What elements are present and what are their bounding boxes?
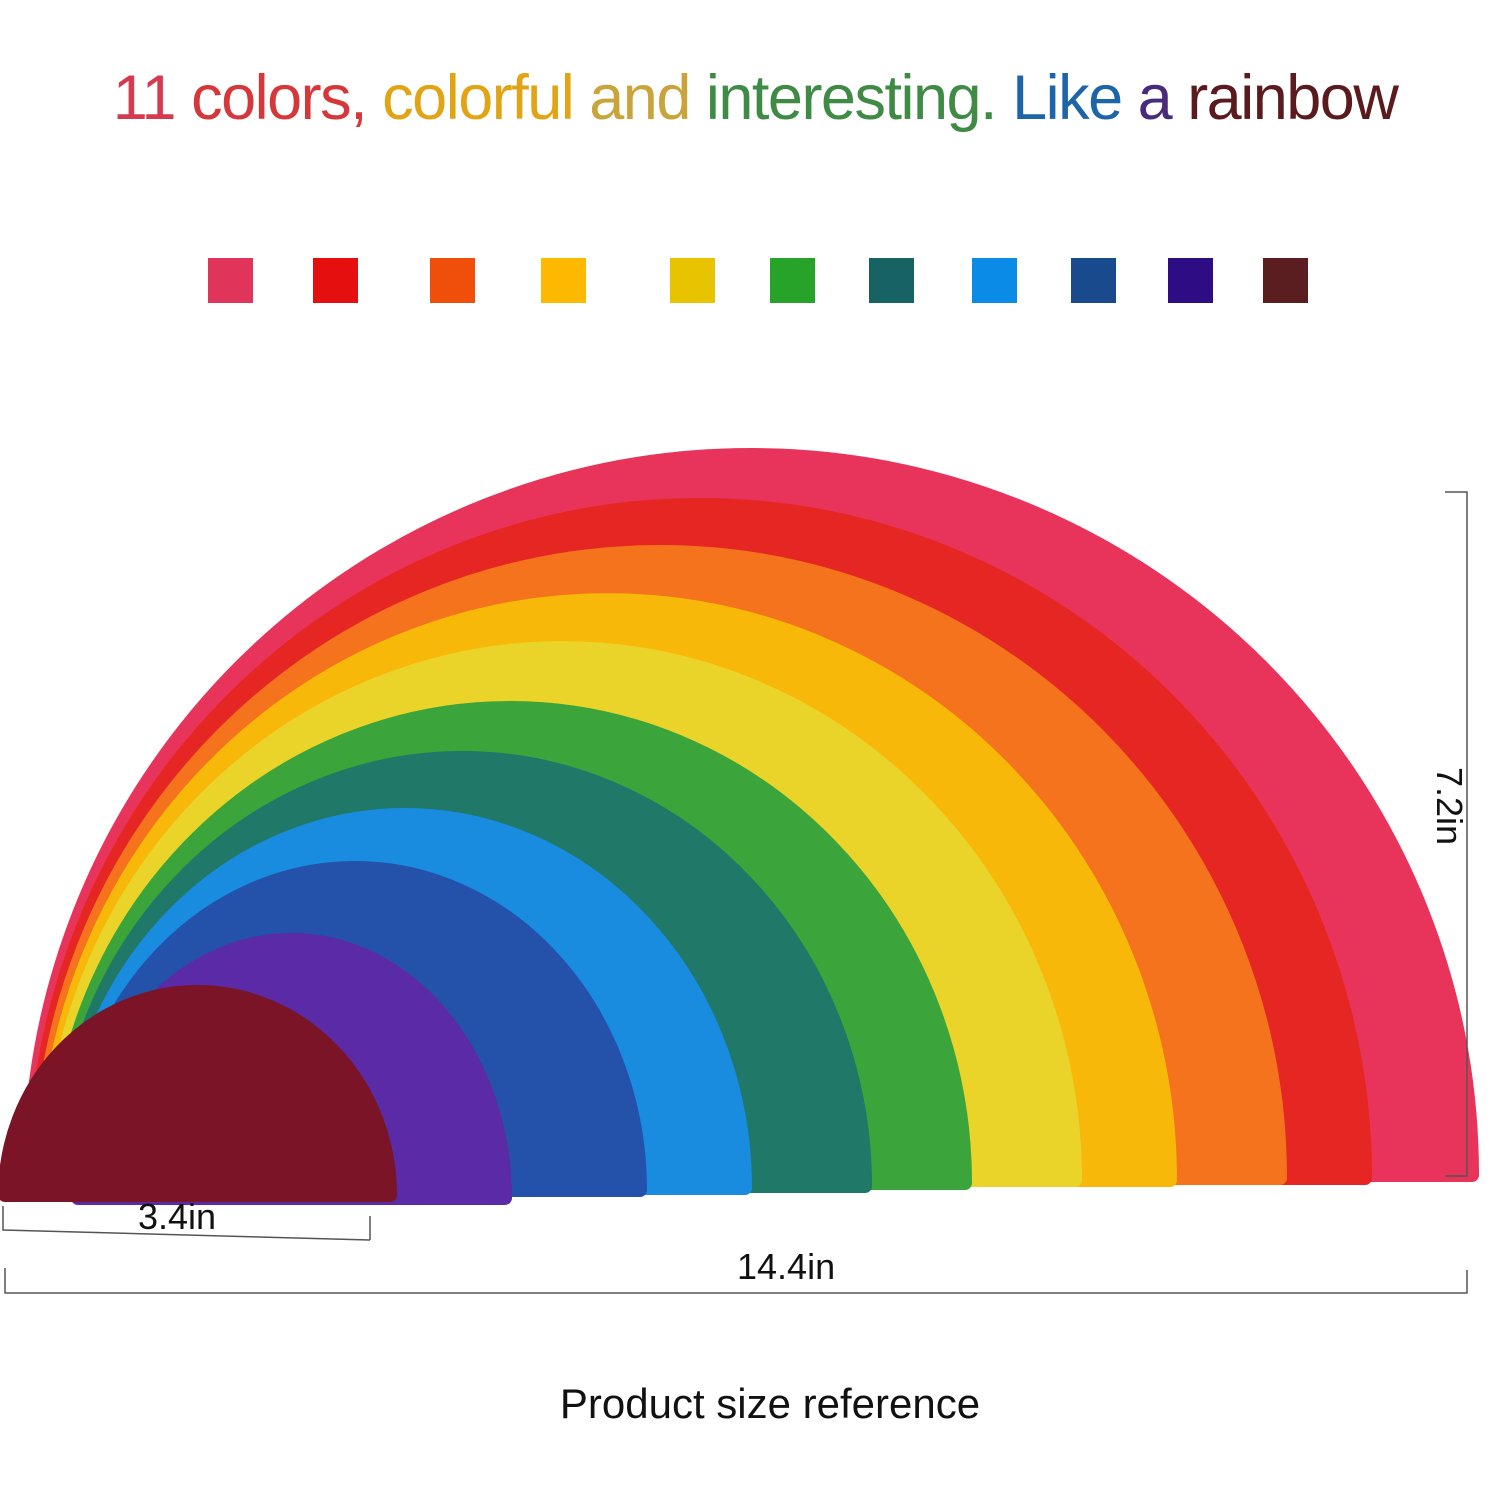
color-swatch xyxy=(770,258,815,303)
small-width-label: 3.4in xyxy=(138,1196,217,1237)
color-swatch xyxy=(972,258,1017,303)
color-swatch xyxy=(430,258,475,303)
headline-segment: and xyxy=(589,63,706,133)
headline-segment: colors, xyxy=(191,63,383,133)
color-swatch xyxy=(1071,258,1116,303)
small-width-line xyxy=(2,1206,371,1241)
headline-segment: interesting. xyxy=(705,63,1013,133)
caption: Product size reference xyxy=(559,1380,981,1427)
color-swatch xyxy=(208,258,253,303)
color-swatches xyxy=(0,258,1496,304)
color-swatch xyxy=(541,258,586,303)
total-width-line xyxy=(4,1268,1468,1294)
height-label: 7.2in xyxy=(1429,766,1471,846)
color-swatch xyxy=(869,258,914,303)
headline-segment: 11 xyxy=(112,63,192,133)
color-swatch xyxy=(1168,258,1213,303)
headline-segment: a xyxy=(1137,63,1188,133)
color-swatch xyxy=(313,258,358,303)
headline-segment: colorful xyxy=(382,63,590,133)
height-line xyxy=(1445,491,1468,1177)
color-swatch xyxy=(670,258,715,303)
rainbow-arch xyxy=(0,985,397,1202)
headline-segment: rainbow xyxy=(1187,63,1399,133)
headline-segment: Like xyxy=(1012,63,1138,133)
color-swatch xyxy=(1263,258,1308,303)
total-width-label: 14.4in xyxy=(737,1246,836,1287)
headline: 11 colors, colorful and interesting. Lik… xyxy=(0,62,1496,134)
